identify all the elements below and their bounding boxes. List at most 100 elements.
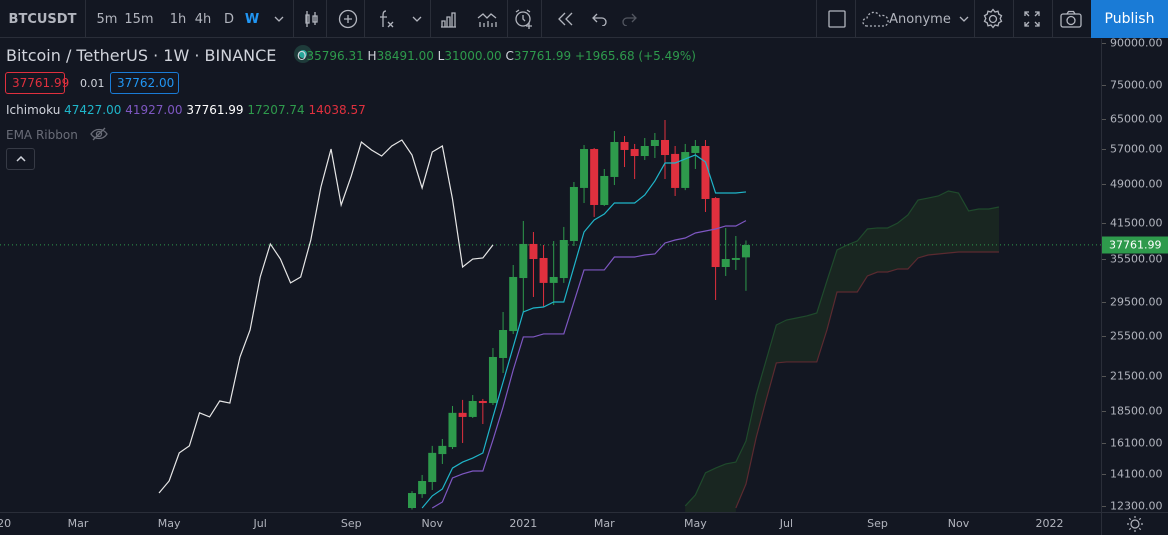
camera-icon[interactable] — [1059, 0, 1083, 38]
price-axis[interactable]: 90000.00 75000.00 65000.00 57000.00 49000.00… — [1101, 37, 1168, 513]
close-label: C — [505, 49, 514, 63]
candle-body — [640, 145, 649, 157]
symbol-search[interactable]: BTCUSDT — [8, 11, 77, 27]
collapse-legend-button[interactable] — [6, 148, 35, 170]
account-chevron-down-icon[interactable] — [957, 0, 971, 38]
interval-5m[interactable]: 5m — [96, 11, 118, 27]
time-tick-label: Jul — [779, 517, 794, 530]
price-tick-label: 21500.00 — [1110, 369, 1163, 383]
interval-4h[interactable]: 4h — [194, 11, 212, 27]
ichimoku-span-a-line — [684, 190, 1000, 507]
price-tick — [1102, 43, 1106, 44]
ichimoku-tenkan-line — [421, 154, 747, 509]
candle-body — [610, 142, 619, 177]
time-tick-label: Sep — [867, 517, 888, 530]
ichimoku-label: Ichimoku — [6, 103, 61, 117]
ichimoku-cloud — [685, 190, 999, 512]
interval-chevron-down-icon[interactable] — [272, 0, 286, 38]
price-tick — [1102, 473, 1106, 475]
interval-1h[interactable]: 1h — [169, 11, 187, 27]
time-tick-label: May — [683, 517, 707, 530]
publish-button[interactable]: Publish — [1091, 0, 1168, 38]
candle-body — [600, 175, 609, 205]
gear-icon[interactable] — [981, 0, 1005, 38]
high-label: H — [367, 49, 377, 63]
ichimoku-chikou-value: 37761.99 — [186, 103, 244, 117]
price-tick — [1102, 443, 1106, 445]
sun-settings-icon[interactable] — [1127, 516, 1143, 532]
time-tick-label: Mar — [593, 517, 615, 530]
candle-body — [590, 149, 599, 205]
candle-body — [661, 139, 669, 156]
price-tick — [1102, 259, 1106, 261]
time-tick-label: 2022 — [1035, 517, 1064, 530]
time-tick-label: Nov — [421, 517, 443, 530]
alert-icon[interactable] — [512, 0, 536, 38]
low-label: L — [437, 49, 445, 63]
ichimoku-span-b-line — [735, 251, 999, 509]
last-price-label: 37761.99 — [1102, 236, 1168, 254]
time-tick-label: Sep — [340, 517, 362, 530]
ichimoku-span-b-value: 14038.57 — [308, 103, 366, 117]
indicators-chevron-down-icon[interactable] — [410, 0, 424, 38]
interval-d[interactable]: D — [223, 11, 234, 27]
candle-body — [529, 243, 538, 260]
spread-value: 0.01 — [80, 77, 105, 90]
axis-settings[interactable] — [1101, 512, 1168, 535]
time-axis[interactable]: 2020 Mar May Jul Sep Nov 2021 Mar May Jul Sep Nov 20… — [0, 512, 1101, 535]
bar-chart-icon[interactable] — [437, 0, 459, 38]
candle-body — [691, 145, 700, 153]
market-status-icon — [293, 45, 312, 63]
templates-icon[interactable] — [476, 0, 498, 38]
candle-body — [549, 276, 558, 283]
ema-ribbon-legend[interactable]: EMA Ribbon — [6, 127, 108, 142]
sell-price-button[interactable]: 37761.99 — [5, 72, 69, 94]
buy-price-button[interactable]: 37762.00 — [110, 72, 179, 94]
candle-body — [418, 481, 427, 495]
replay-icon[interactable] — [555, 0, 577, 38]
candle-body — [519, 243, 528, 279]
ema-ribbon-label: EMA Ribbon — [6, 128, 78, 142]
candle-body — [701, 145, 710, 199]
layout-square-icon[interactable] — [826, 0, 848, 38]
candle-body — [731, 257, 740, 260]
price-tick-label: 49000.00 — [1110, 177, 1163, 191]
ichimoku-span-a-value: 17207.74 — [247, 103, 305, 117]
candle-body — [428, 452, 437, 483]
ichimoku-chikou-line — [158, 139, 494, 494]
undo-icon[interactable] — [590, 0, 610, 38]
account-name[interactable]: Anonyme — [889, 11, 951, 27]
open-value: 35796.31 — [306, 49, 364, 63]
chart-pane[interactable] — [0, 39, 1101, 512]
candle-body — [650, 139, 659, 146]
candle-body — [721, 259, 730, 268]
candle-body — [488, 356, 497, 404]
price-tick-label: 75000.00 — [1110, 78, 1163, 92]
price-tick — [1102, 505, 1106, 507]
candles-icon[interactable] — [300, 0, 322, 38]
indicators-fx-icon[interactable] — [374, 0, 398, 38]
price-tick-label: 12300.00 — [1110, 499, 1163, 513]
price-tick — [1102, 375, 1106, 377]
interval-15m[interactable]: 15m — [124, 11, 154, 27]
price-tick — [1102, 85, 1106, 87]
ichimoku-kijun-line — [431, 220, 747, 509]
ichimoku-legend[interactable]: Ichimoku 47427.00 41927.00 37761.99 1720… — [6, 103, 366, 117]
candle-body — [509, 276, 518, 332]
divider — [85, 0, 86, 38]
price-tick-label: 57000.00 — [1110, 142, 1163, 156]
low-value: 31000.00 — [444, 49, 502, 63]
price-chart[interactable] — [0, 39, 1101, 512]
redo-icon[interactable] — [619, 0, 639, 38]
interval-w[interactable]: W — [244, 11, 260, 27]
price-tick — [1102, 302, 1106, 304]
add-symbol-icon[interactable] — [336, 0, 360, 38]
candle-body — [569, 186, 578, 242]
close-value: 37761.99 — [513, 49, 572, 63]
candle-body — [468, 400, 477, 417]
candle-body — [408, 493, 416, 509]
hidden-eye-icon[interactable] — [89, 127, 108, 141]
price-tick — [1102, 410, 1106, 412]
fullscreen-icon[interactable] — [1021, 0, 1043, 38]
price-tick — [1102, 118, 1106, 120]
